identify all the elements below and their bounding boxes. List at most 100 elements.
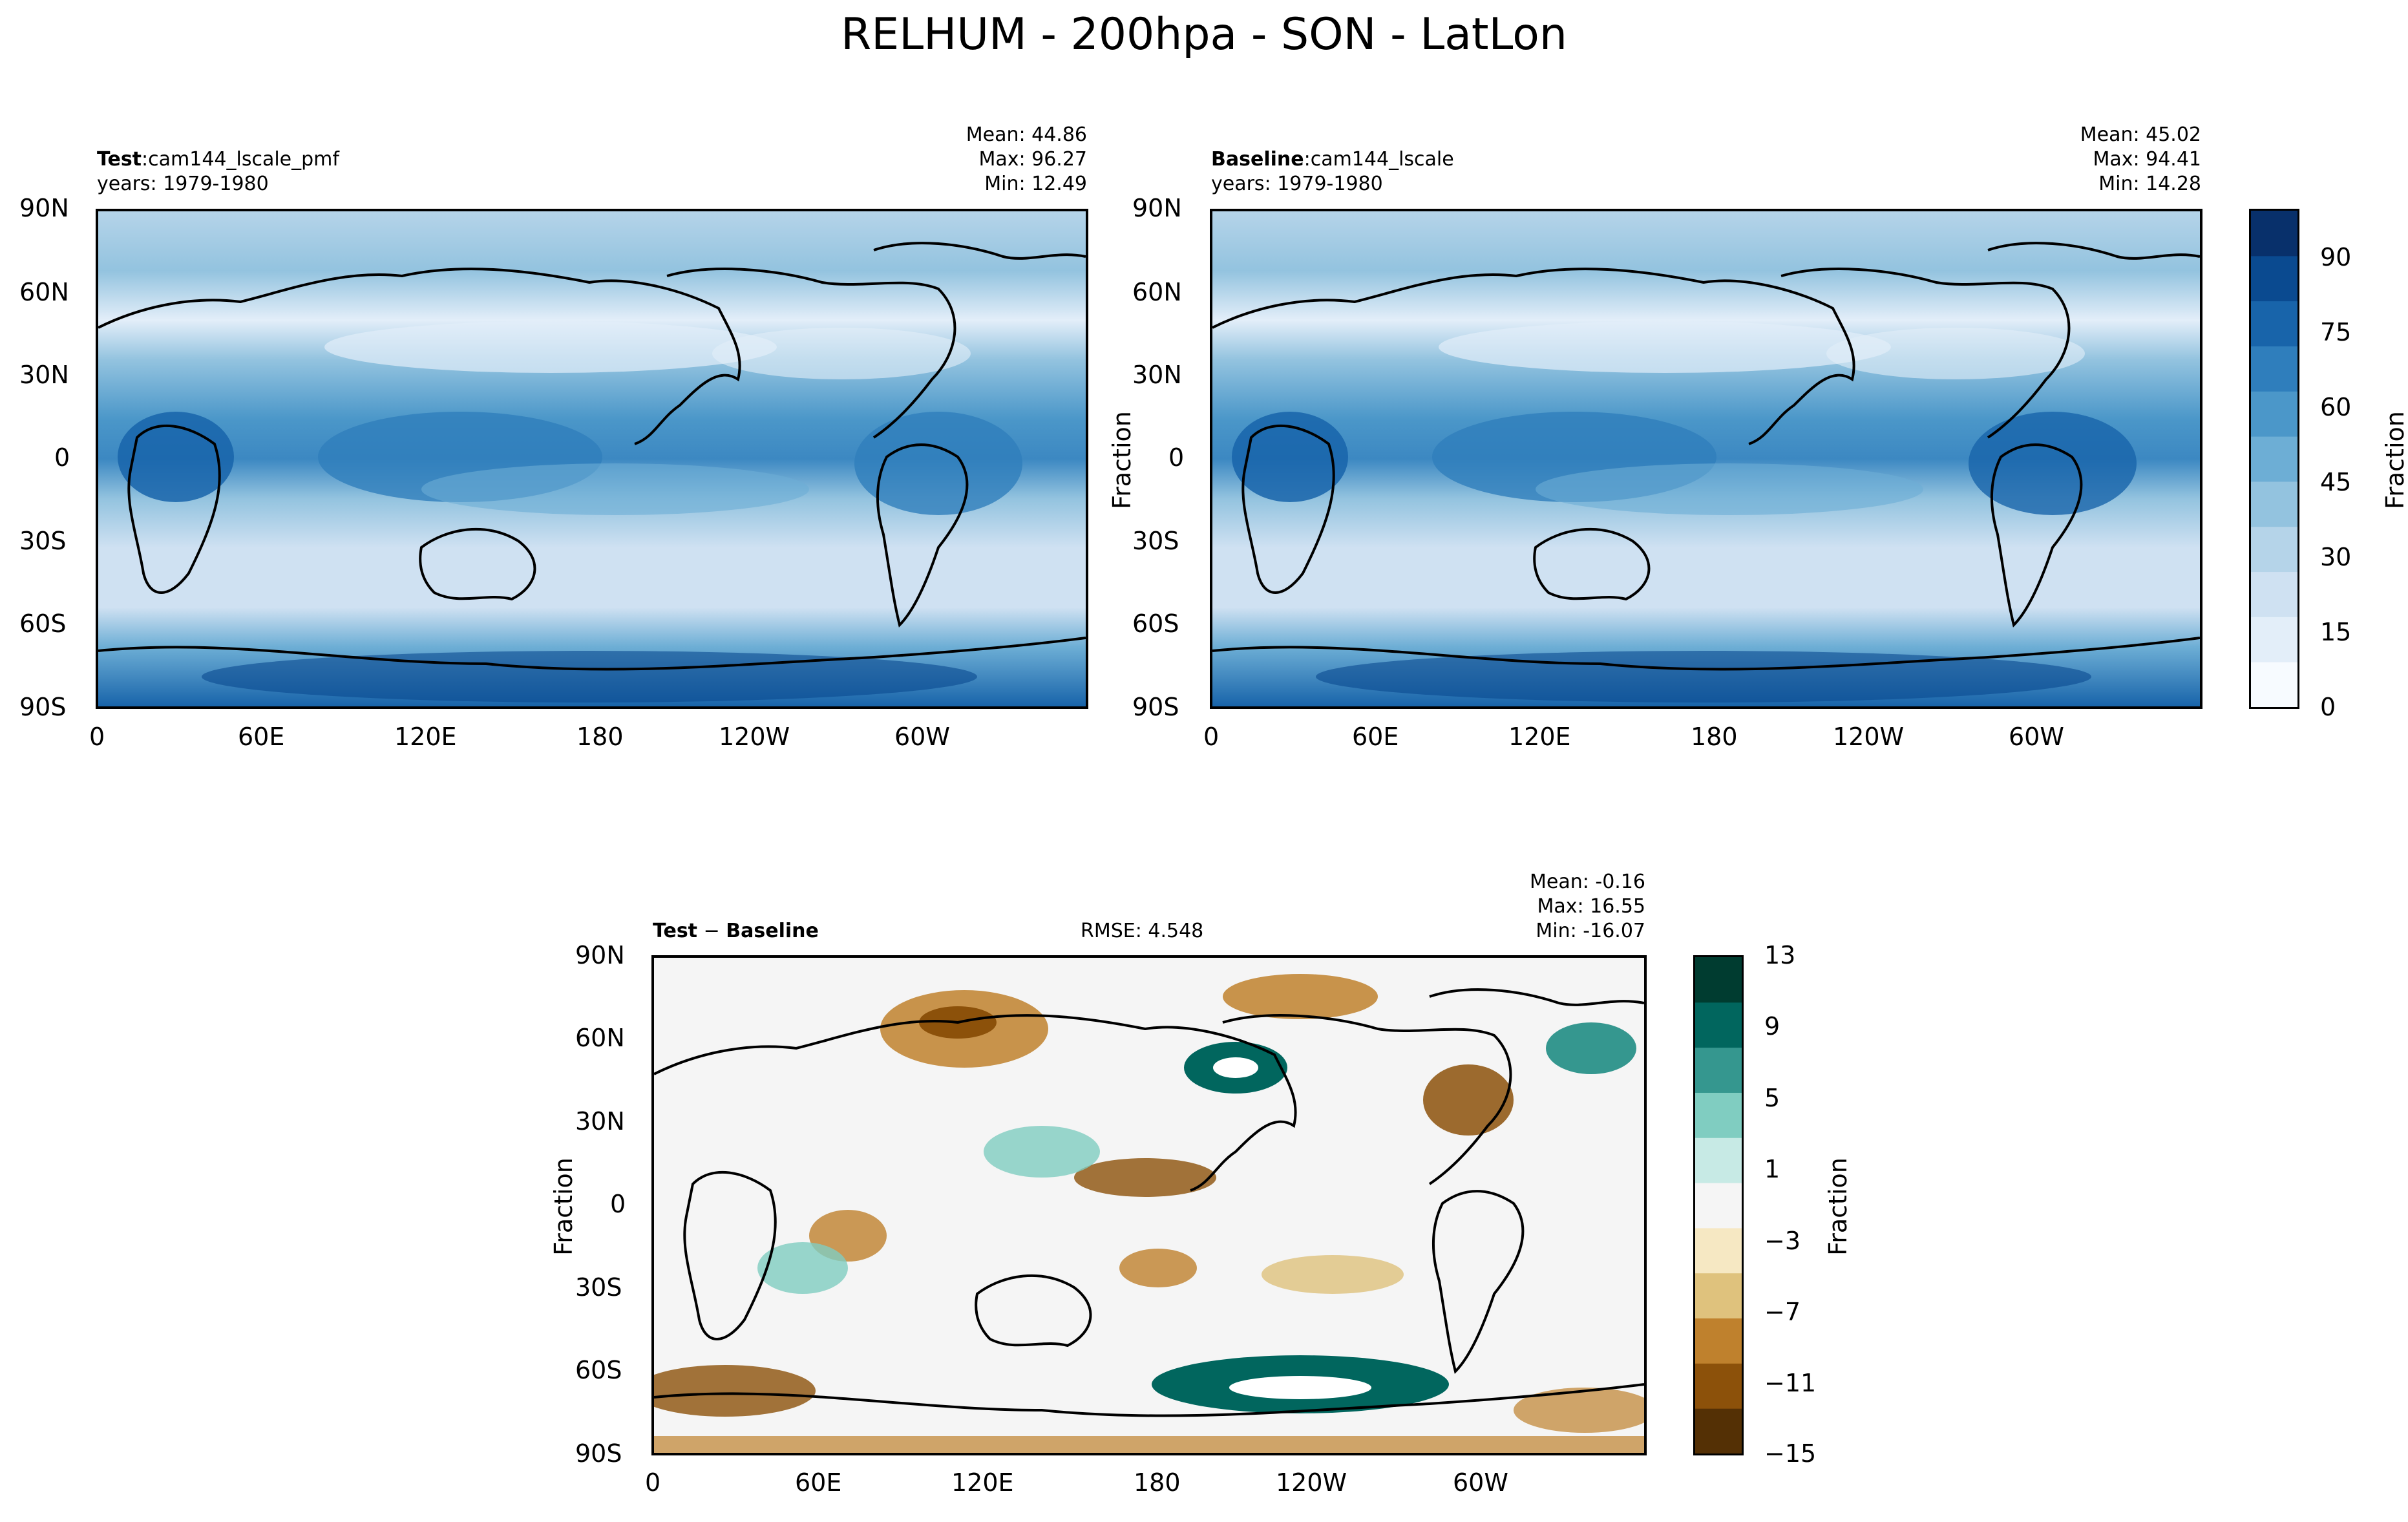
test-ytick: 90S <box>19 693 67 721</box>
diff-ylabel: Fraction <box>549 1157 578 1256</box>
diff-max: Max: 16.55 <box>1537 895 1645 918</box>
baseline-xtick: 120W <box>1833 723 1905 751</box>
blues-cbar-tick: 15 <box>2320 618 2352 646</box>
brbg-colorbar-segment <box>1695 1408 1742 1453</box>
brbg-cbar-tick: 9 <box>1764 1012 1780 1041</box>
baseline-ytick: 60S <box>1132 609 1179 638</box>
baseline-ytick: 90N <box>1132 194 1182 222</box>
brbg-colorbar-segment <box>1695 957 1742 1003</box>
blues-colorbar-segment <box>2251 481 2297 527</box>
test-xtick: 60E <box>238 723 285 751</box>
baseline-stats: Mean: 45.02 Max: 94.41 Min: 14.28 <box>2006 123 2201 196</box>
baseline-xtick: 0 <box>1203 723 1220 751</box>
test-ytick: 60N <box>19 278 69 306</box>
test-ytick: 90N <box>19 194 69 222</box>
test-ytick: 30S <box>19 527 67 555</box>
test-map <box>98 211 1086 706</box>
blues-colorbar-segment <box>2251 617 2297 662</box>
diff-xtick: 120E <box>951 1468 1014 1497</box>
baseline-ylabel: Fraction <box>1107 411 1136 509</box>
diff-coastlines <box>654 988 1644 1417</box>
test-mean: Mean: 44.86 <box>966 123 1087 146</box>
diff-ytick: 90S <box>575 1439 622 1468</box>
diff-xtick: 60W <box>1453 1468 1508 1497</box>
blues-colorbar-scale <box>2251 211 2297 707</box>
diff-xtick: 180 <box>1134 1468 1181 1497</box>
blues-cbar-tick: 45 <box>2320 468 2352 496</box>
blues-cbar-tick: 60 <box>2320 393 2352 421</box>
brbg-cbar-tick: −15 <box>1764 1439 1817 1468</box>
baseline-ytick: 60N <box>1132 278 1182 306</box>
test-xtick: 0 <box>89 723 105 751</box>
blues-colorbar-segment <box>2251 346 2297 392</box>
baseline-header: Baseline:cam144_lscale years: 1979-1980 <box>1211 147 1454 196</box>
baseline-ytick: 30N <box>1132 361 1182 389</box>
baseline-ytick: 0 <box>1168 443 1185 472</box>
test-name: cam144_lscale_pmf <box>148 148 339 171</box>
diff-ytick: 30N <box>575 1107 625 1136</box>
test-years: years: 1979-1980 <box>97 173 269 195</box>
blues-colorbar <box>2249 209 2299 709</box>
brbg-colorbar-segment <box>1695 1092 1742 1138</box>
diff-mean: Mean: -0.16 <box>1529 871 1645 893</box>
test-ytick: 30N <box>19 361 69 389</box>
test-min: Min: 12.49 <box>984 173 1087 195</box>
brbg-colorbar-scale <box>1695 957 1742 1453</box>
brbg-colorbar-segment <box>1695 1002 1742 1048</box>
diff-label: Test <box>653 920 698 942</box>
baseline-xtick: 60E <box>1352 723 1399 751</box>
diff-xtick: 0 <box>645 1468 661 1497</box>
test-label: Test <box>97 148 142 171</box>
diff-min: Min: -16.07 <box>1536 920 1645 942</box>
brbg-cbar-tick: −7 <box>1764 1298 1801 1326</box>
brbg-cbar-tick: −11 <box>1764 1369 1817 1397</box>
test-xtick: 120W <box>719 723 790 751</box>
baseline-xtick: 60W <box>2009 723 2064 751</box>
test-ytick: 0 <box>54 443 70 472</box>
blues-cbar-tick: 90 <box>2320 243 2352 271</box>
diff-label2: Baseline <box>726 920 819 942</box>
baseline-xtick: 180 <box>1691 723 1738 751</box>
diff-ytick: 60N <box>575 1024 625 1052</box>
test-sep: : <box>142 148 149 171</box>
test-max: Max: 96.27 <box>978 148 1087 171</box>
blues-cbar-tick: 0 <box>2320 693 2336 721</box>
baseline-xtick: 120E <box>1508 723 1571 751</box>
diff-xtick: 120W <box>1276 1468 1347 1497</box>
brbg-colorbar-segment <box>1695 1047 1742 1093</box>
baseline-map <box>1212 211 2200 706</box>
diff-ytick: 30S <box>575 1273 622 1302</box>
brbg-colorbar-segment <box>1695 1137 1742 1183</box>
baseline-coastlines <box>1212 242 2200 671</box>
brbg-colorbar <box>1693 955 1744 1455</box>
test-xtick: 60W <box>894 723 950 751</box>
brbg-colorbar-segment <box>1695 1227 1742 1274</box>
baseline-ytick: 90S <box>1132 693 1179 721</box>
figure-title: RELHUM - 200hpa - SON - LatLon <box>841 9 1567 60</box>
baseline-years: years: 1979-1980 <box>1211 173 1383 195</box>
brbg-cbar-tick: 5 <box>1764 1084 1780 1112</box>
baseline-name: cam144_lscale <box>1310 148 1454 171</box>
brbg-colorbar-segment <box>1695 1318 1742 1364</box>
test-stats: Mean: 44.86 Max: 96.27 Min: 12.49 <box>892 123 1087 196</box>
test-header: Test:cam144_lscale_pmf years: 1979-1980 <box>97 147 339 196</box>
brbg-colorbar-segment <box>1695 1273 1742 1319</box>
diff-xtick: 60E <box>795 1468 842 1497</box>
baseline-mean: Mean: 45.02 <box>2080 123 2201 146</box>
baseline-max: Max: 94.41 <box>2093 148 2201 171</box>
brbg-colorbar-segment <box>1695 1183 1742 1229</box>
blues-colorbar-segment <box>2251 571 2297 617</box>
baseline-sep: : <box>1304 148 1311 171</box>
blues-colorbar-segment <box>2251 436 2297 482</box>
baseline-ytick: 30S <box>1132 527 1179 555</box>
blues-colorbar-label: Fraction <box>2380 411 2408 509</box>
diff-ytick: 60S <box>575 1356 622 1384</box>
brbg-cbar-tick: −3 <box>1764 1227 1801 1255</box>
brbg-cbar-tick: 13 <box>1764 941 1796 969</box>
baseline-min: Min: 14.28 <box>2098 173 2201 195</box>
diff-rmse: RMSE: 4.548 <box>1081 920 1204 942</box>
blues-colorbar-segment <box>2251 255 2297 302</box>
brbg-colorbar-label: Fraction <box>1823 1157 1852 1256</box>
blues-colorbar-segment <box>2251 391 2297 437</box>
diff-map <box>654 958 1644 1453</box>
